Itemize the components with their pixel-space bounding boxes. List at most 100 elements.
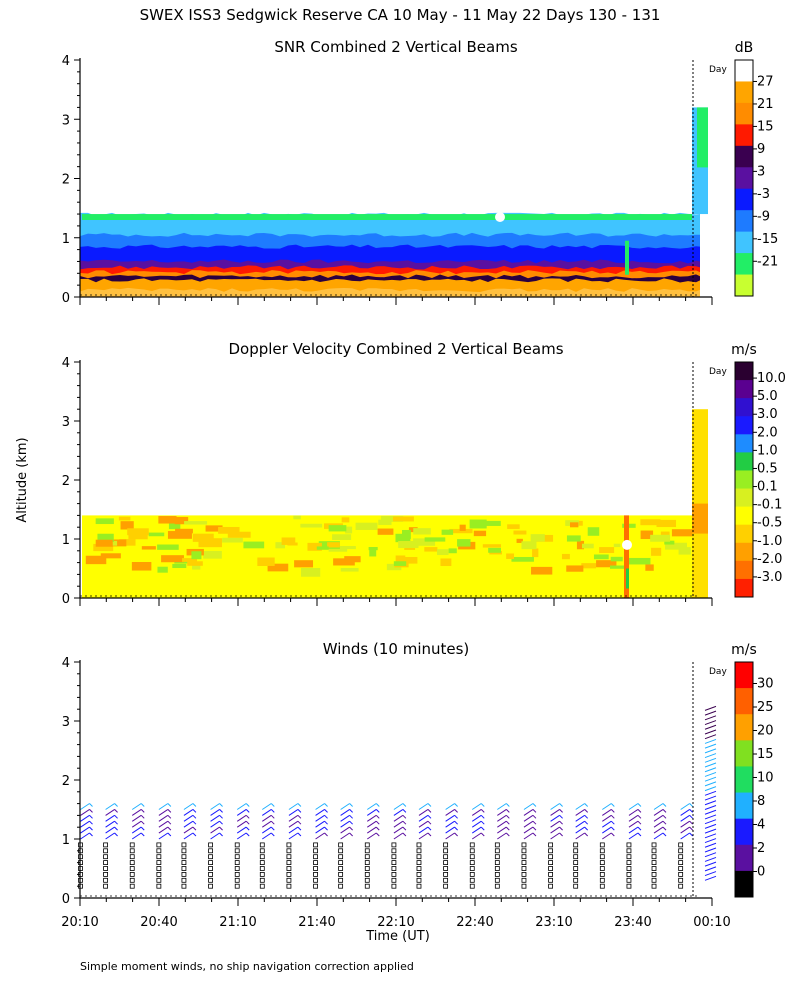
colorbar-segment	[735, 416, 753, 435]
wind-barb	[653, 826, 664, 834]
velocity-patch	[267, 563, 289, 572]
wind-calm-marker	[313, 877, 318, 883]
colorbar-segment	[735, 60, 753, 82]
x-tick-label: 21:40	[298, 915, 335, 930]
wind-calm-marker	[599, 854, 605, 860]
wind-calm-marker	[129, 860, 135, 865]
velocity-patch	[473, 530, 487, 537]
wind-barb	[366, 832, 377, 840]
velocity-patch	[307, 542, 322, 551]
wind-barb	[183, 808, 194, 816]
wind-calm-marker	[443, 872, 449, 877]
wind-calm-marker	[208, 866, 213, 871]
wind-barb	[445, 820, 455, 828]
wind-barb	[704, 828, 717, 834]
y-tick-label: 0	[62, 291, 70, 306]
wind-barb	[523, 808, 534, 816]
wind-barb-flag	[689, 826, 694, 831]
wind-calm-marker	[259, 866, 265, 871]
wind-barb	[158, 808, 169, 816]
wind-barb	[704, 823, 717, 829]
colorbar-label: 0	[757, 865, 765, 880]
wind-barb-flag	[480, 803, 485, 807]
wind-barb-flag	[375, 820, 380, 825]
wind-calm-marker	[494, 848, 500, 854]
day-marker-label: Day	[709, 65, 727, 75]
wind-barb-flag	[324, 820, 328, 825]
wind-calm-marker	[103, 883, 108, 889]
velocity-patch	[100, 553, 121, 559]
velocity-patch	[275, 542, 286, 549]
wind-barb	[680, 803, 690, 810]
wind-barb	[80, 826, 90, 834]
x-tick-label: 23:10	[535, 915, 572, 930]
velocity-patch	[424, 547, 438, 552]
day-marker-label: Day	[709, 367, 727, 377]
velocity-patch	[168, 523, 181, 530]
wind-barb	[340, 820, 350, 828]
wind-calm-marker	[103, 866, 108, 871]
velocity-patch	[650, 534, 671, 542]
wind-barb-flag	[532, 832, 537, 837]
wind-barb-flag	[532, 820, 537, 825]
colorbar-label: -2.0	[757, 552, 782, 567]
wind-barb-flag	[375, 826, 380, 831]
wind-calm-marker	[156, 877, 162, 883]
colorbar-segment	[735, 714, 753, 741]
velocity-patch	[341, 517, 350, 523]
colorbar-label: 0.5	[757, 461, 778, 476]
wind-barb	[288, 820, 299, 828]
velocity-patch	[437, 549, 449, 556]
wind-barb	[418, 803, 429, 810]
wind-calm-marker	[494, 854, 500, 860]
velocity-patch	[613, 543, 621, 548]
wind-barb	[105, 826, 115, 834]
wind-calm-marker	[259, 848, 265, 854]
wind-barb	[704, 757, 717, 763]
wind-barb-flag	[610, 820, 615, 825]
wind-calm-marker	[443, 848, 449, 854]
velocity-patch	[345, 526, 353, 534]
wind-barb-flag	[689, 809, 694, 813]
wind-barb-flag	[297, 826, 302, 831]
wind-calm-marker	[391, 860, 397, 865]
wind-calm-marker	[573, 866, 579, 871]
wind-calm-marker	[599, 872, 605, 877]
wind-barb-flag	[89, 803, 93, 807]
wind-barb-flag	[114, 809, 118, 813]
y-tick-label: 0	[62, 592, 70, 607]
wind-calm-marker	[573, 872, 579, 877]
wind-barb	[340, 826, 350, 834]
wind-barb-flag	[89, 820, 93, 825]
wind-calm-marker	[494, 877, 500, 883]
wind-calm-marker	[234, 883, 240, 889]
wind-barb	[653, 820, 664, 828]
colorbar-segment	[735, 398, 753, 417]
wind-calm-marker	[678, 866, 684, 871]
velocity-patch	[95, 518, 114, 525]
wind-calm-marker	[181, 872, 187, 877]
wind-calm-marker	[469, 883, 475, 889]
colorbar-label: -3	[757, 187, 770, 202]
wind-calm-marker	[599, 877, 605, 883]
wind-barb-flag	[559, 814, 563, 819]
colorbar-label: 25	[757, 700, 774, 715]
wind-barb	[366, 820, 377, 828]
velocity-patch	[507, 524, 520, 529]
wind-calm-marker	[521, 872, 527, 877]
wind-barb	[445, 826, 455, 834]
wind-barb	[158, 803, 169, 810]
wind-calm-marker	[651, 854, 657, 860]
velocity-late-profile	[692, 503, 708, 534]
wind-barb	[575, 832, 585, 840]
wind-barb-flag	[610, 832, 615, 837]
wind-barb	[575, 803, 585, 810]
wind-barb-flag	[270, 803, 275, 807]
wind-barb-flag	[219, 814, 223, 819]
colorbar-label: 20	[757, 724, 774, 739]
velocity-patch	[157, 566, 168, 573]
wind-barb	[575, 826, 585, 834]
velocity-patch	[182, 558, 198, 562]
wind-calm-marker	[416, 842, 422, 848]
velocity-patch	[506, 553, 515, 559]
